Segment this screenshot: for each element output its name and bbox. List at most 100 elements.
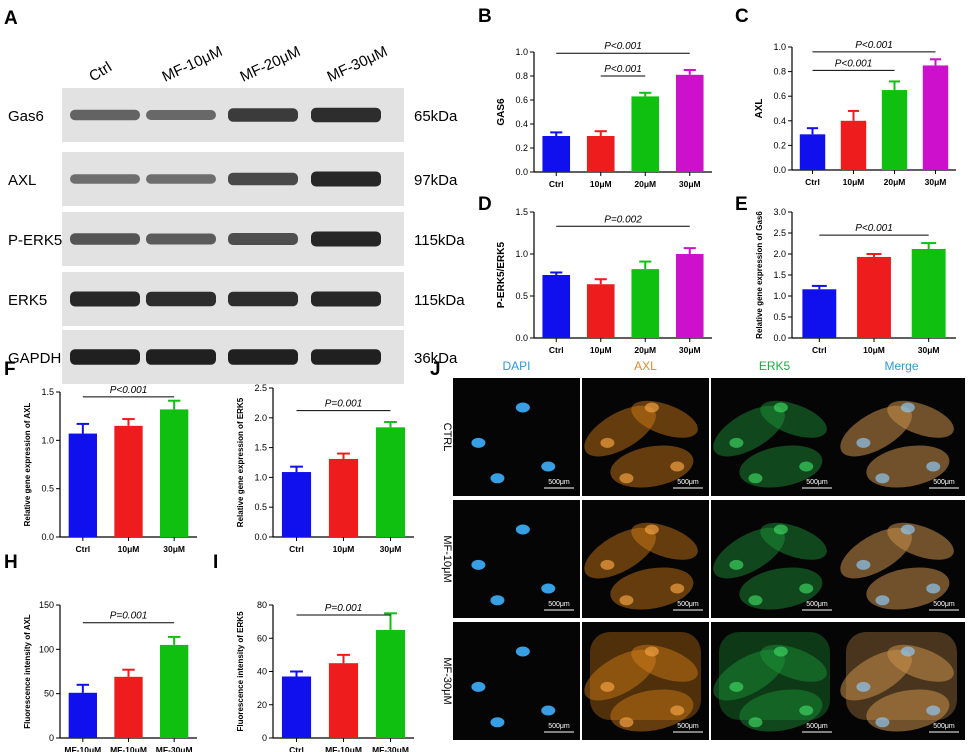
p-value-label: P<0.001 bbox=[604, 64, 642, 75]
micrograph-tile bbox=[582, 378, 709, 496]
scale-bar-label: 500μm bbox=[677, 723, 699, 730]
nucleus bbox=[670, 461, 685, 472]
y-tick-label: 0.0 bbox=[41, 532, 54, 542]
y-tick-label: 80 bbox=[257, 600, 267, 610]
panel-letter-A: A bbox=[4, 8, 18, 29]
scale-bar-label: 500μm bbox=[548, 479, 570, 486]
y-tick-label: 0.8 bbox=[515, 71, 528, 81]
size-label: 115kDa bbox=[414, 292, 465, 309]
panel-letter-B: B bbox=[478, 6, 492, 27]
nucleus bbox=[773, 646, 788, 657]
bar bbox=[586, 136, 615, 172]
nucleus bbox=[748, 595, 763, 606]
nucleus bbox=[644, 646, 659, 657]
x-tick-label: Ctrl bbox=[549, 179, 564, 189]
nucleus bbox=[773, 524, 788, 535]
row-label: MF-10μM bbox=[441, 535, 453, 582]
blot-band bbox=[146, 174, 216, 184]
western-blot-panel: Ctrl MF-10μM MF-20μM MF-30μM Gas6 65kDa AXL 97k… bbox=[8, 43, 465, 384]
blot-band bbox=[146, 291, 216, 307]
protein-label: AXL bbox=[8, 172, 36, 189]
nucleus bbox=[748, 717, 763, 728]
nucleus bbox=[619, 717, 634, 728]
y-tick-label: 0.2 bbox=[773, 140, 786, 150]
y-tick-label: 0.4 bbox=[773, 116, 786, 126]
bar bbox=[328, 458, 359, 537]
nucleus bbox=[490, 595, 505, 606]
micrograph-tile bbox=[582, 622, 709, 740]
x-tick-label: 20μM bbox=[634, 345, 656, 355]
p-value-label: P<0.001 bbox=[835, 58, 873, 69]
nucleus bbox=[490, 717, 505, 728]
nucleus bbox=[799, 461, 814, 472]
bar bbox=[375, 629, 406, 738]
nucleus bbox=[799, 583, 814, 594]
x-tick-label: 30μM bbox=[679, 345, 701, 355]
nucleus bbox=[670, 705, 685, 716]
channel-label: AXL bbox=[634, 359, 657, 373]
y-axis-label: Fluorescence intensity of ERK5 bbox=[236, 611, 245, 732]
blot-band bbox=[311, 291, 381, 307]
row-label: CTRL bbox=[441, 423, 453, 452]
channel-label: ERK5 bbox=[759, 359, 791, 373]
scale-bar-label: 500μm bbox=[806, 479, 828, 486]
y-tick-label: 2.0 bbox=[254, 413, 267, 423]
micrograph-tile bbox=[711, 500, 838, 618]
x-tick-label: 10μM bbox=[333, 544, 355, 554]
channel-label: Merge bbox=[884, 359, 918, 373]
y-tick-label: 0.5 bbox=[773, 312, 786, 322]
y-axis-label: Fluorescence intensity of AXL bbox=[23, 614, 32, 729]
bar bbox=[160, 644, 189, 738]
y-tick-label: 100 bbox=[39, 644, 54, 654]
nucleus bbox=[926, 583, 941, 594]
scale-bar-label: 500μm bbox=[933, 723, 955, 730]
blot-band bbox=[311, 107, 381, 123]
y-tick-label: 40 bbox=[257, 667, 267, 677]
y-tick-label: 0.8 bbox=[773, 67, 786, 77]
nucleus bbox=[729, 437, 744, 448]
bar-charts: 0.0 0.2 0.4 0.6 0.8 1.0 GAS6 Ctrl 10μM 20μM 30μM P<… bbox=[23, 40, 956, 752]
micrograph-tile bbox=[453, 622, 580, 740]
y-axis-label: P-ERK5/ERK5 bbox=[496, 242, 507, 309]
nucleus bbox=[773, 402, 788, 413]
blot-band bbox=[70, 174, 140, 184]
blot-band bbox=[228, 233, 298, 245]
nucleus bbox=[515, 524, 530, 535]
panel-letter-D: D bbox=[478, 194, 492, 215]
x-tick-label: Ctrl bbox=[289, 544, 304, 554]
blot-band bbox=[311, 349, 381, 365]
bar bbox=[114, 676, 143, 738]
blot-band bbox=[228, 349, 298, 365]
blot-band bbox=[146, 349, 216, 365]
panel-letter-J: J bbox=[430, 359, 441, 380]
x-tick-label: 30μM bbox=[925, 177, 947, 187]
nucleus bbox=[748, 473, 763, 484]
y-tick-label: 0.6 bbox=[515, 95, 528, 105]
y-tick-label: 0.2 bbox=[515, 143, 528, 153]
y-axis-label: Relative gene expression of Gas6 bbox=[755, 211, 764, 339]
y-tick-label: 2.5 bbox=[254, 383, 267, 393]
size-label: 36kDa bbox=[414, 350, 458, 367]
nucleus bbox=[729, 559, 744, 570]
scale-bar-label: 500μm bbox=[677, 479, 699, 486]
blot-band bbox=[228, 291, 298, 307]
p-value-label: P<0.001 bbox=[855, 223, 893, 234]
scale-bar-label: 500μm bbox=[806, 601, 828, 608]
y-tick-label: 0.5 bbox=[41, 484, 54, 494]
p-value-label: P=0.001 bbox=[325, 399, 363, 410]
blot-band bbox=[228, 172, 298, 186]
chart-D: 0.0 0.5 1.0 1.5 P-ERK5/ERK5 Ctrl 10μM 20μM 30μM P… bbox=[496, 207, 712, 355]
nucleus bbox=[644, 402, 659, 413]
nucleus bbox=[856, 559, 871, 570]
nucleus bbox=[541, 705, 556, 716]
bar bbox=[840, 120, 867, 170]
nucleus bbox=[619, 595, 634, 606]
nucleus bbox=[471, 681, 486, 692]
y-tick-label: 0.0 bbox=[515, 167, 528, 177]
y-tick-label: 0.0 bbox=[773, 333, 786, 343]
cell-sheet bbox=[846, 632, 957, 720]
y-tick-label: 0.0 bbox=[773, 165, 786, 175]
y-axis-label: Relative gene expression of ERK5 bbox=[236, 397, 245, 527]
blot-band bbox=[311, 171, 381, 187]
p-value-label: P=0.001 bbox=[325, 603, 363, 614]
